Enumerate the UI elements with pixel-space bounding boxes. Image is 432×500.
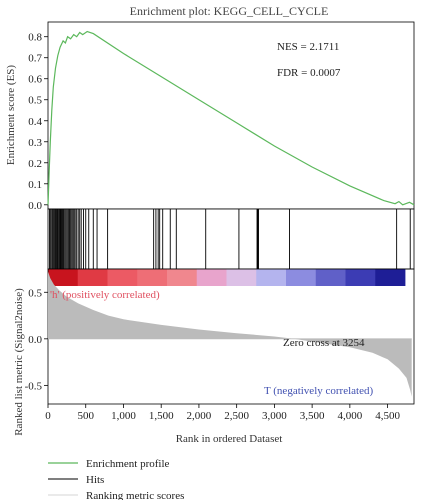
positive-correlation-label: 'h' (positively correlated) [50,289,160,301]
ranking-y-tick-label: 0.5 [28,287,42,299]
es-y-tick-label: 0.4 [28,116,42,128]
legend-label: Ranking metric scores [86,490,184,500]
ranking-y-tick-label: 0.0 [28,334,42,346]
ranking-y-tick-label: -0.5 [25,380,43,392]
hits-frame [47,208,415,270]
legend-label: Hits [86,474,104,486]
enrichment-plot-frame [47,21,415,210]
enrichment-y-axis-label: Enrichment score (ES) [5,65,17,166]
chart-title: Enrichment plot: KEGG_CELL_CYCLE [130,4,329,18]
ranking-color-segment [137,269,168,286]
zero-cross-label: Zero cross at 3254 [283,337,365,349]
ranking-color-segment [167,269,198,286]
es-y-tick-label: 0.6 [28,74,42,86]
ranking-metric-area [48,271,412,397]
ranking-color-segment [375,269,406,286]
ranking-color-segment [107,269,138,286]
ranking-color-segment [315,269,346,286]
ranking-color-segment [226,269,257,286]
hits-panel [47,208,415,286]
nes-annotation: NES = 2.1711 [277,41,339,53]
ranking-color-segment [77,269,108,286]
x-tick-label: 4,000 [337,410,362,422]
es-y-tick-label: 0.2 [28,158,42,170]
es-y-tick-label: 0.5 [28,95,42,107]
x-tick-label: 500 [77,410,94,422]
fdr-annotation: FDR = 0.0007 [277,67,341,79]
x-tick-label: 2,500 [224,410,249,422]
x-tick-label: 3,000 [262,410,287,422]
ranking-color-segment [256,269,287,286]
ranking-color-segment [345,269,376,286]
negative-correlation-label: T (negatively correlated) [264,385,373,397]
x-tick-label: 1,000 [111,410,136,422]
es-y-tick-label: 0.3 [28,137,42,149]
ranking-y-axis-label: Ranked list metric (Signal2noise) [13,288,25,436]
x-tick-label: 2,000 [187,410,212,422]
es-y-tick-label: 0.1 [28,179,42,191]
ranking-color-segment [48,269,79,286]
enrichment-panel: 0.0 0.1 0.2 0.3 0.4 0.5 0.6 0.7 0.8 NES = 2.1711… [28,21,415,212]
legend-label: Enrichment profile [86,458,170,470]
x-tick-label: 1,500 [149,410,174,422]
ranking-color-segment [196,269,227,286]
x-tick-label: 4,500 [375,410,400,422]
ranking-metric-panel: 0.5 0.0 -0.5 'h' (positively correlated) T… [25,268,415,405]
ranking-color-segment [286,269,317,286]
es-y-tick-label: 0.8 [28,32,42,44]
es-y-tick-label: 0.0 [28,200,42,212]
x-tick-label: 0 [45,410,51,422]
x-axis-label: Rank in ordered Dataset [176,433,283,445]
legend: Enrichment profile Hits Ranking metric sco… [48,458,184,500]
es-y-tick-label: 0.7 [28,53,42,65]
x-tick-label: 3,500 [300,410,325,422]
enrichment-profile-line [47,30,415,206]
